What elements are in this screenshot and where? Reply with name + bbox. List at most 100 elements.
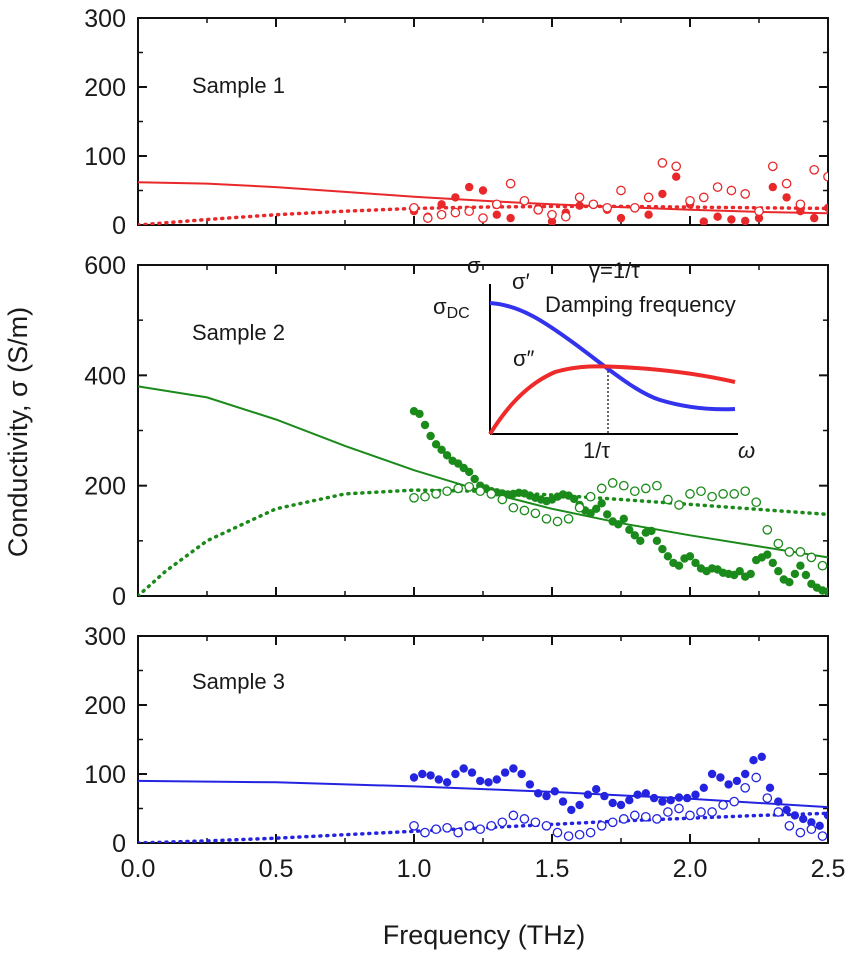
data-point-imaginary-open (740, 486, 751, 497)
data-point-real-filled (525, 780, 535, 789)
data-point-real-filled (547, 217, 557, 225)
data-point-real-filled (807, 818, 816, 827)
data-point-real-filled (754, 213, 764, 223)
data-point-imaginary-open (508, 502, 519, 513)
data-point-real-filled (658, 189, 667, 199)
data-point-real-filled (567, 805, 576, 815)
data-point-imaginary-open (762, 524, 773, 535)
data-point-real-filled (647, 526, 656, 536)
data-point-imaginary-open (541, 513, 552, 524)
data-point-real-filled (592, 504, 601, 513)
data-point-imaginary-open (486, 820, 497, 831)
x-tick-label: 2.0 (673, 855, 708, 883)
data-point-imaginary-open (817, 831, 828, 841)
data-point-imaginary-open (478, 213, 488, 223)
data-point-real-filled (735, 567, 744, 576)
data-point-real-filled (476, 776, 485, 786)
inset-y-symbol: σ (467, 253, 481, 278)
panel-label-sample-3: Sample 3 (192, 669, 285, 694)
data-point-imaginary-open (442, 486, 452, 497)
data-point-real-filled (713, 212, 722, 221)
data-point-real-filled (409, 773, 419, 782)
data-point-imaginary-open (762, 793, 773, 803)
data-point-imaginary-open (607, 817, 618, 828)
data-point-real-filled (583, 790, 593, 799)
data-point-real-filled (442, 451, 452, 460)
data-point-imaginary-open (751, 772, 762, 783)
data-point-imaginary-open (754, 206, 764, 217)
data-point-imaginary-open (698, 192, 709, 203)
data-point-imaginary-open (674, 500, 684, 510)
data-point-imaginary-open (409, 492, 419, 503)
data-point-real-filled (763, 550, 772, 559)
data-point-imaginary-open (817, 560, 828, 571)
data-point-imaginary-open (784, 547, 795, 557)
data-point-real-filled (608, 798, 617, 808)
y-tick-label: 200 (84, 74, 126, 102)
data-point-imaginary-open (533, 204, 544, 215)
data-point-imaginary-open (552, 827, 563, 838)
inset-schematic: σ ω σDC σ′ σ″ γ=1/τ Damping frequency 1/… (433, 253, 755, 463)
inset-sigma-dc-label: σDC (433, 294, 470, 322)
data-point-real-filled (732, 776, 742, 786)
x-axis-title: Frequency (THz) (383, 920, 586, 950)
data-point-real-filled (666, 796, 675, 805)
data-point-imaginary-open (629, 810, 640, 821)
data-point-real-filled (459, 764, 468, 773)
data-point-real-filled (699, 783, 708, 792)
data-point-imaginary-open (409, 820, 419, 831)
data-point-real-filled (603, 510, 612, 519)
data-point-real-filled (757, 752, 766, 761)
data-point-real-filled (790, 569, 800, 579)
data-point-real-filled (727, 215, 736, 224)
data-point-real-filled (625, 525, 634, 534)
inset-tau-tick-label: 1/τ (583, 438, 610, 463)
y-tick-label: 200 (84, 473, 126, 501)
data-point-real-filled (434, 775, 443, 784)
data-point-imaginary-open (552, 516, 563, 527)
data-point-imaginary-open (453, 483, 464, 494)
inset-sigma-real-label: σ′ (512, 269, 530, 294)
data-point-real-filled (683, 793, 692, 803)
data-point-real-filled (616, 800, 626, 810)
x-tick-label: 0.0 (121, 855, 156, 883)
data-point-real-filled (619, 514, 628, 523)
data-point-imaginary-open (823, 171, 828, 182)
data-point-imaginary-open (585, 491, 596, 502)
data-point-real-filled (569, 494, 579, 504)
data-point-imaginary-open (773, 807, 784, 817)
data-point-imaginary-open (602, 202, 613, 213)
data-point-imaginary-open (629, 486, 640, 497)
data-point-imaginary-open (663, 807, 673, 817)
data-point-real-filled (644, 210, 653, 219)
y-axis-title: Conductivity, σ (S/m) (3, 307, 33, 557)
x-tick-label: 2.5 (811, 855, 846, 883)
data-point-real-filled (746, 569, 755, 579)
data-point-real-filled (636, 536, 645, 545)
data-point-real-filled (796, 207, 805, 216)
data-point-real-filled (796, 561, 805, 570)
data-point-imaginary-open (795, 827, 806, 838)
fit-real-solid-line (138, 181, 828, 215)
data-point-imaginary-open (420, 491, 430, 502)
data-point-imaginary-open (422, 213, 433, 223)
data-point-real-filled (768, 558, 777, 568)
data-point-imaginary-open (596, 820, 607, 831)
data-point-real-filled (782, 805, 791, 815)
data-point-real-filled (431, 440, 441, 449)
data-point-imaginary-open (547, 209, 557, 220)
data-point-real-filled (550, 787, 559, 796)
data-point-imaginary-open (795, 547, 806, 557)
y-tick-label: 600 (84, 252, 126, 280)
data-point-real-filled (575, 201, 584, 210)
inset-sigma-dc-symbol: σ (433, 294, 447, 319)
data-point-real-filled (652, 536, 662, 545)
data-point-real-filled (534, 789, 543, 798)
data-point-real-filled (418, 769, 427, 779)
data-point-imaginary-open (486, 489, 497, 499)
data-point-imaginary-open (596, 483, 607, 494)
data-point-real-filled (674, 561, 684, 570)
data-point-imaginary-open (574, 829, 585, 840)
data-point-real-filled (765, 783, 775, 792)
data-point-imaginary-open (806, 552, 817, 563)
